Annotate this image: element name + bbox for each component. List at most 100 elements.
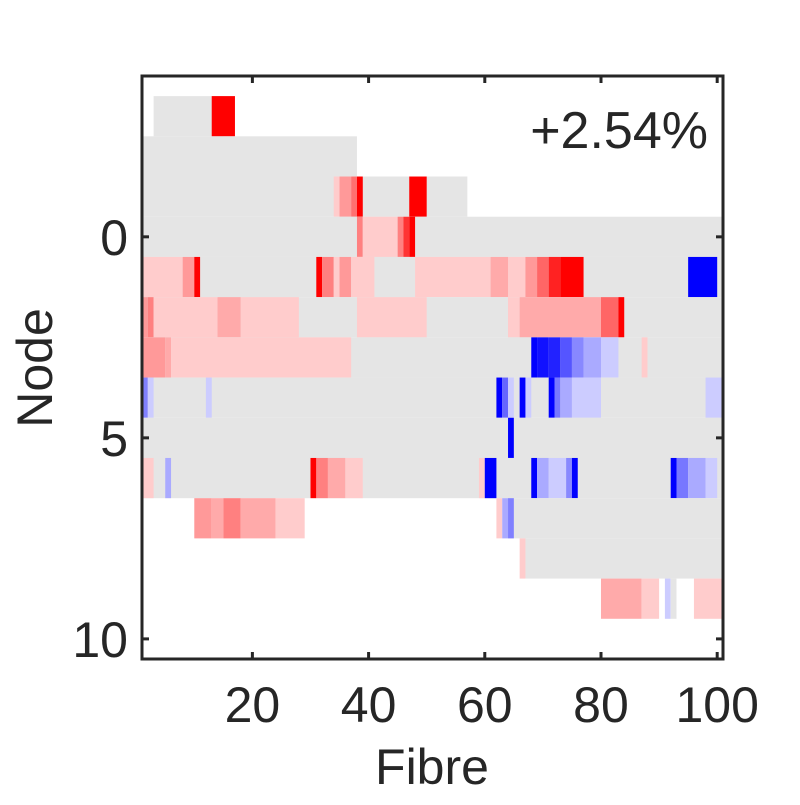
heatmap-cell (275, 498, 305, 539)
heatmap-cell (560, 337, 572, 378)
heatmap-cell (345, 457, 363, 499)
heatmap-cell (322, 256, 334, 298)
heatmap-cell (142, 377, 148, 418)
heatmap-cell (688, 457, 706, 499)
heatmap-cell (240, 498, 276, 539)
heatmap-cell (600, 297, 619, 338)
heatmap-cell (316, 256, 323, 298)
heatmap-cell (142, 337, 166, 378)
node-row-background (525, 538, 723, 579)
heatmap-cell (142, 457, 154, 499)
heatmap-cell (519, 297, 601, 338)
heatmap-cell (223, 498, 241, 539)
heatmap-cell (351, 256, 375, 298)
heatmap-cell (339, 176, 352, 217)
heatmap-cell (641, 578, 660, 619)
heatmap-cell (600, 337, 619, 378)
heatmap-cell (548, 256, 561, 298)
heatmap-cell (409, 216, 416, 257)
x-axis-label: Fibre (375, 739, 489, 795)
plot-frame (140, 74, 725, 661)
heatmap-cell (310, 457, 317, 499)
heatmap-cell (531, 457, 538, 499)
heatmap-cell (688, 256, 718, 298)
heatmap-cell (664, 578, 671, 619)
heatmap-cell (705, 377, 723, 418)
heatmap-cell (142, 297, 148, 338)
heatmap-cell (182, 256, 195, 298)
heatmap-cell (397, 216, 404, 257)
heatmap-cell (531, 337, 538, 378)
y-axis-label: Node (7, 308, 63, 428)
heatmap-cell (566, 457, 572, 499)
heatmap-cell (508, 417, 514, 458)
heatmap-cell (165, 457, 172, 499)
heatmap-cell (165, 337, 172, 378)
heatmap-cell (670, 457, 677, 499)
heatmap-cell (548, 337, 561, 378)
heatmap-cell (490, 256, 509, 298)
node-row-background (142, 136, 357, 177)
heatmap-cell (519, 377, 526, 418)
heatmap-cell (147, 297, 154, 338)
heatmap-cell (554, 377, 561, 418)
heatmap-cell (537, 337, 549, 378)
heatmap-cell (525, 377, 532, 418)
heatmap-cell (205, 377, 212, 418)
x-tick-label: 40 (341, 677, 397, 733)
heatmap-cell (153, 297, 218, 338)
heatmap-cell (403, 216, 410, 257)
heatmap-cell (484, 457, 497, 499)
heatmap-cell (147, 377, 154, 418)
heatmap-cell (240, 297, 299, 338)
heatmap-cell (356, 216, 363, 257)
node-row-background (142, 457, 723, 499)
heatmap-cell (508, 498, 514, 539)
heatmap-cell (583, 337, 601, 378)
heatmap-cell (333, 256, 340, 298)
heatmap-cell (571, 377, 601, 418)
x-tick-label: 20 (225, 677, 281, 733)
axes: 20 40 60 80 100 0 5 10 (72, 74, 759, 733)
heatmap-cell (211, 498, 224, 539)
x-tick-label: 80 (573, 677, 629, 733)
heatmap-cell (409, 176, 427, 217)
heatmap-cell (508, 256, 526, 298)
heatmap-cell (356, 297, 427, 338)
heatmap-cell (194, 256, 201, 298)
y-tick-label: 5 (100, 411, 128, 467)
y-tick-label: 10 (72, 612, 128, 668)
heatmap-cell (548, 457, 567, 499)
heatmap-cell (508, 297, 520, 338)
heatmap-cell (217, 297, 241, 338)
y-tick-label: 0 (100, 210, 128, 266)
heatmap-cell (600, 578, 642, 619)
heatmap-cell (496, 498, 503, 539)
heatmap-cell (693, 578, 723, 619)
heatmap-cell (519, 538, 526, 579)
heatmap-cell (670, 578, 677, 619)
heatmap-cell (316, 457, 328, 499)
plot-area (142, 96, 723, 619)
heatmap-cell (571, 457, 578, 499)
heatmap-cell (194, 498, 212, 539)
heatmap-cell (537, 256, 549, 298)
heatmap-cell (560, 377, 572, 418)
heatmap-cell (502, 377, 509, 418)
heatmap-cell (525, 256, 538, 298)
heatmap-cell (171, 337, 352, 378)
heatmap-cell (327, 457, 346, 499)
heatmap-cell (618, 297, 625, 338)
heatmap-cell (705, 457, 718, 499)
heatmap-cell (676, 457, 689, 499)
heatmap-cell (560, 256, 584, 298)
node-row-background (142, 216, 723, 257)
heatmap-cell (415, 256, 491, 298)
heatmap-cell (351, 176, 357, 217)
heatmap-cell (508, 377, 514, 418)
heatmap-cell (333, 176, 340, 217)
heatmap-cell (502, 498, 509, 539)
heatmap-cell (478, 457, 485, 499)
heatmap-cell (339, 256, 352, 298)
